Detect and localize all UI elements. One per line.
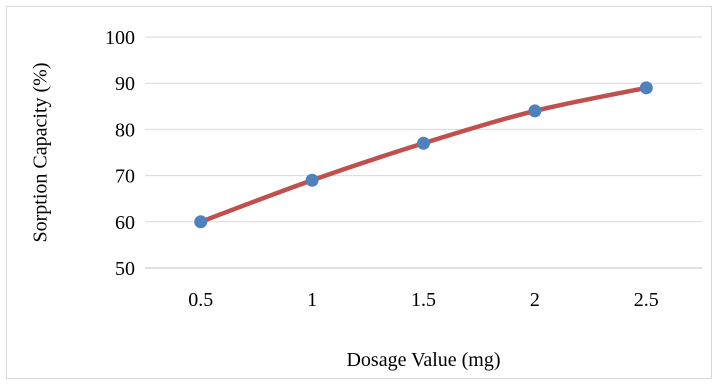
y-tick-label: 90 [115, 73, 135, 95]
data-point [194, 215, 208, 229]
y-tick-labels: 50 60 70 80 90 100 [105, 27, 135, 280]
x-tick-labels: 0.5 1 1.5 2 2.5 [188, 289, 659, 311]
x-axis-title: Dosage Value (mg) [346, 349, 500, 371]
data-point [305, 173, 319, 187]
data-point [639, 81, 653, 95]
data-point [417, 136, 430, 150]
gridlines [145, 36, 702, 269]
chart-frame [6, 6, 712, 379]
y-tick-label: 100 [105, 27, 135, 49]
y-tick-label: 60 [115, 212, 135, 234]
y-axis-title: Sorption Capacity (%) [30, 63, 52, 243]
y-tick-label: 70 [115, 166, 135, 188]
series-line [198, 85, 649, 225]
x-tick-label: 1.5 [411, 289, 436, 311]
x-tick-label: 0.5 [188, 289, 213, 311]
x-tick-label: 2 [530, 289, 540, 311]
data-point [528, 104, 542, 118]
series-group [194, 81, 653, 229]
x-tick-label: 1 [307, 289, 317, 311]
y-tick-label: 80 [115, 119, 135, 141]
y-tick-label: 50 [115, 258, 135, 280]
x-tick-label: 2.5 [634, 289, 659, 311]
